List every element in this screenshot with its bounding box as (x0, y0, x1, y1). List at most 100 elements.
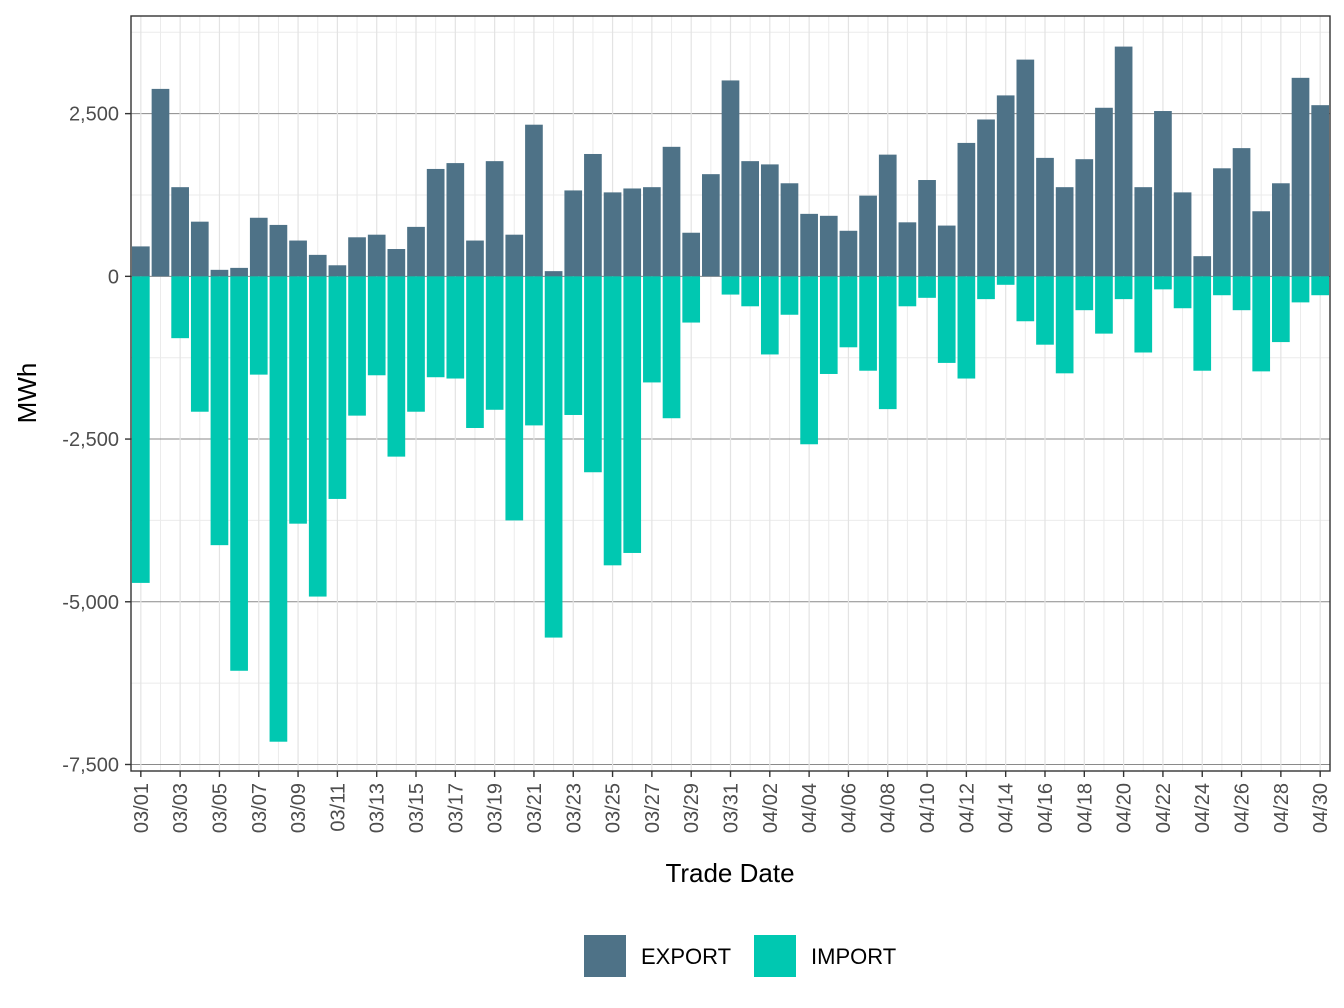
bar-export-03-19 (485, 161, 504, 277)
bar-import-04-22 (1154, 276, 1172, 290)
bar-import-03-13 (367, 276, 386, 376)
bar-export-04-04 (800, 213, 818, 277)
y-tick-label: 2,500 (69, 104, 119, 126)
bar-export-03-22 (544, 271, 563, 277)
bar-import-03-01 (131, 276, 150, 583)
bar-import-03-11 (328, 276, 347, 499)
bar-import-03-25 (603, 276, 622, 566)
bar-export-04-29 (1291, 77, 1310, 277)
x-tick-label: 03/13 (367, 783, 389, 833)
bar-import-04-17 (1055, 276, 1074, 374)
bar-export-03-29 (682, 232, 701, 277)
bar-export-04-19 (1095, 107, 1113, 277)
x-tick-label: 03/31 (721, 783, 743, 833)
bar-import-04-15 (1016, 276, 1035, 322)
bar-import-04-18 (1075, 276, 1094, 311)
bar-export-03-12 (348, 237, 366, 277)
bar-import-03-21 (525, 276, 543, 426)
bar-export-04-10 (918, 180, 936, 277)
bar-export-03-05 (210, 269, 229, 277)
y-tick-label: -2,500 (62, 429, 119, 451)
bar-export-03-26 (623, 188, 642, 277)
bar-import-03-20 (505, 276, 524, 521)
bar-import-03-10 (308, 276, 327, 597)
bar-export-04-12 (957, 142, 976, 277)
x-tick-label: 03/23 (563, 783, 585, 833)
bar-import-04-04 (800, 276, 818, 445)
bar-export-04-14 (996, 95, 1015, 277)
y-tick-label: -7,500 (62, 754, 119, 776)
bar-import-03-04 (190, 276, 209, 412)
bar-export-04-08 (878, 154, 897, 277)
x-tick-label: 04/28 (1271, 783, 1293, 833)
bar-import-04-28 (1272, 276, 1290, 343)
x-tick-label: 04/04 (799, 783, 821, 833)
bar-export-04-21 (1134, 187, 1153, 277)
bar-export-04-09 (898, 222, 917, 277)
legend: EXPORT IMPORT (584, 935, 896, 977)
bar-import-04-19 (1095, 276, 1113, 334)
x-tick-label: 03/15 (406, 783, 428, 833)
bar-import-03-23 (564, 276, 583, 415)
bar-export-03-18 (466, 240, 484, 277)
bar-export-04-20 (1114, 46, 1133, 277)
x-tick-label: 03/21 (524, 783, 546, 833)
legend-label-export: EXPORT (641, 944, 731, 969)
bar-import-03-22 (544, 276, 563, 638)
x-tick-label: 04/30 (1310, 783, 1332, 833)
bar-import-04-26 (1232, 276, 1251, 311)
x-axis: 03/01 03/03 03/05 03/07 03/09 03/11 03/13 03/15… (131, 771, 1332, 833)
x-tick-label: 04/10 (917, 783, 939, 833)
bar-export-04-02 (760, 164, 779, 277)
bar-export-03-30 (701, 174, 720, 277)
x-tick-label: 04/08 (878, 783, 900, 833)
bar-export-03-20 (505, 234, 524, 277)
x-tick-label: 04/02 (760, 783, 782, 833)
bar-import-03-16 (426, 276, 445, 378)
bar-export-03-23 (564, 190, 583, 277)
bar-export-03-06 (230, 267, 248, 277)
bar-export-04-17 (1055, 187, 1074, 277)
bar-import-03-26 (623, 276, 642, 553)
x-tick-label: 04/24 (1192, 783, 1214, 833)
x-tick-label: 04/06 (838, 783, 860, 833)
x-tick-label: 04/12 (956, 783, 978, 833)
bar-import-03-31 (721, 276, 740, 295)
bar-import-04-11 (937, 276, 956, 363)
bar-export-03-10 (308, 254, 327, 277)
bar-import-03-19 (485, 276, 504, 410)
bar-export-04-11 (937, 225, 956, 277)
x-tick-label: 04/18 (1074, 783, 1096, 833)
bar-import-04-30 (1311, 276, 1330, 296)
y-tick-label: -5,000 (62, 592, 119, 614)
bar-import-03-28 (662, 276, 681, 419)
x-tick-label: 04/14 (996, 783, 1018, 833)
x-tick-label: 04/16 (1035, 783, 1057, 833)
bar-export-03-31 (721, 80, 740, 277)
x-axis-title: Trade Date (665, 858, 794, 888)
bar-export-03-08 (269, 224, 288, 277)
bar-export-04-03 (780, 183, 799, 277)
x-tick-label: 04/22 (1153, 783, 1175, 833)
bar-export-04-26 (1232, 148, 1251, 277)
y-axis: 2,500 0 -2,500 -5,000 -7,500 (62, 104, 131, 776)
bar-export-03-24 (584, 153, 602, 277)
bar-export-03-13 (367, 234, 386, 277)
bar-import-04-05 (819, 276, 838, 374)
bar-import-03-14 (387, 276, 406, 457)
bar-import-04-13 (977, 276, 995, 300)
bar-import-04-27 (1252, 276, 1271, 372)
bar-export-04-18 (1075, 159, 1094, 277)
x-tick-label: 03/29 (681, 783, 703, 833)
x-tick-label: 03/05 (209, 783, 231, 833)
bar-export-04-07 (859, 195, 877, 277)
y-tick-label: 0 (108, 266, 119, 288)
bar-export-04-16 (1036, 157, 1054, 277)
bar-import-04-01 (741, 276, 760, 307)
bar-import-04-20 (1114, 276, 1133, 300)
bar-import-04-14 (996, 276, 1015, 285)
bar-export-03-01 (131, 246, 150, 277)
y-axis-title: MWh (12, 363, 42, 424)
bar-import-04-24 (1193, 276, 1212, 371)
